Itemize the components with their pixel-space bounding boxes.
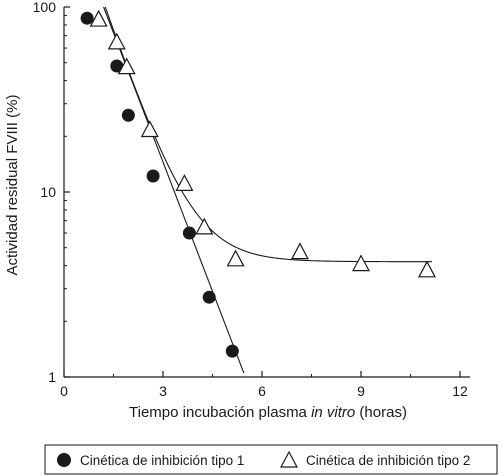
point-type1 <box>80 11 94 25</box>
point-type1 <box>202 290 216 304</box>
point-type2 <box>107 32 126 50</box>
y-tick-label: 1 <box>48 369 56 385</box>
y-axis-title: Actividad residual FVIII (%) <box>4 95 21 276</box>
point-type2 <box>89 9 108 27</box>
point-type1 <box>225 344 239 358</box>
legend: Cinética de inhibición tipo 1 Cinética d… <box>44 444 498 475</box>
x-axis-title: Tiempo incubación plasma in vitro (horas… <box>129 404 407 421</box>
x-tick-label: 3 <box>159 383 167 399</box>
point-type2 <box>226 249 245 267</box>
point-type2 <box>117 57 136 75</box>
fit-lines <box>103 6 432 374</box>
x-tick-label: 9 <box>357 383 365 399</box>
point-type1 <box>110 59 124 73</box>
y-tick-label: 100 <box>33 0 57 15</box>
legend-label-type1: Cinética de inhibición tipo 1 <box>80 453 244 468</box>
x-tick-label: 12 <box>452 383 468 399</box>
point-type2 <box>175 174 194 191</box>
point-type2 <box>352 254 370 272</box>
y-tick-label: 10 <box>40 184 56 200</box>
legend-label-type2: Cinética de inhibición tipo 2 <box>306 453 470 468</box>
x-tick-label: 6 <box>258 383 266 399</box>
legend-box <box>44 444 498 475</box>
point-type1 <box>146 169 160 183</box>
point-type1 <box>182 226 196 240</box>
legend-marker-type1 <box>57 453 71 467</box>
point-type2 <box>195 217 214 235</box>
x-tick-label: 0 <box>60 383 68 399</box>
point-type2 <box>418 260 436 278</box>
point-type2 <box>290 242 309 260</box>
ticks: 0 3 6 9 12 1 10 100 <box>33 0 468 399</box>
fit-curve-type2 <box>104 6 432 263</box>
point-type1 <box>121 108 135 122</box>
point-type2 <box>140 120 159 138</box>
data-points <box>80 9 436 358</box>
legend-marker-type2 <box>280 450 298 468</box>
